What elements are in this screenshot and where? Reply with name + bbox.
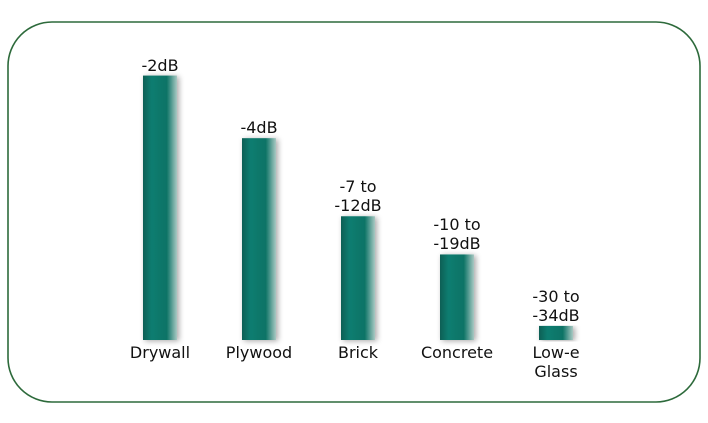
x-tick-label: Low-e Glass [532, 343, 580, 381]
x-tick-label: Drywall [129, 343, 191, 362]
x-tick-label: Concrete [420, 343, 494, 362]
value-label: -4dB [240, 118, 278, 138]
x-tick-label: Brick [337, 343, 379, 362]
value-label: -30 to -34dB [532, 286, 580, 325]
value-label: -2dB [141, 55, 179, 75]
value-label: -10 to -19dB [433, 215, 481, 254]
bar [539, 325, 573, 340]
value-label: -7 to -12dB [334, 177, 382, 216]
bar [143, 75, 177, 340]
bar [440, 254, 474, 340]
frame [7, 21, 701, 403]
x-tick-label: Plywood [225, 343, 293, 362]
bar [341, 216, 375, 340]
bar [242, 138, 276, 340]
